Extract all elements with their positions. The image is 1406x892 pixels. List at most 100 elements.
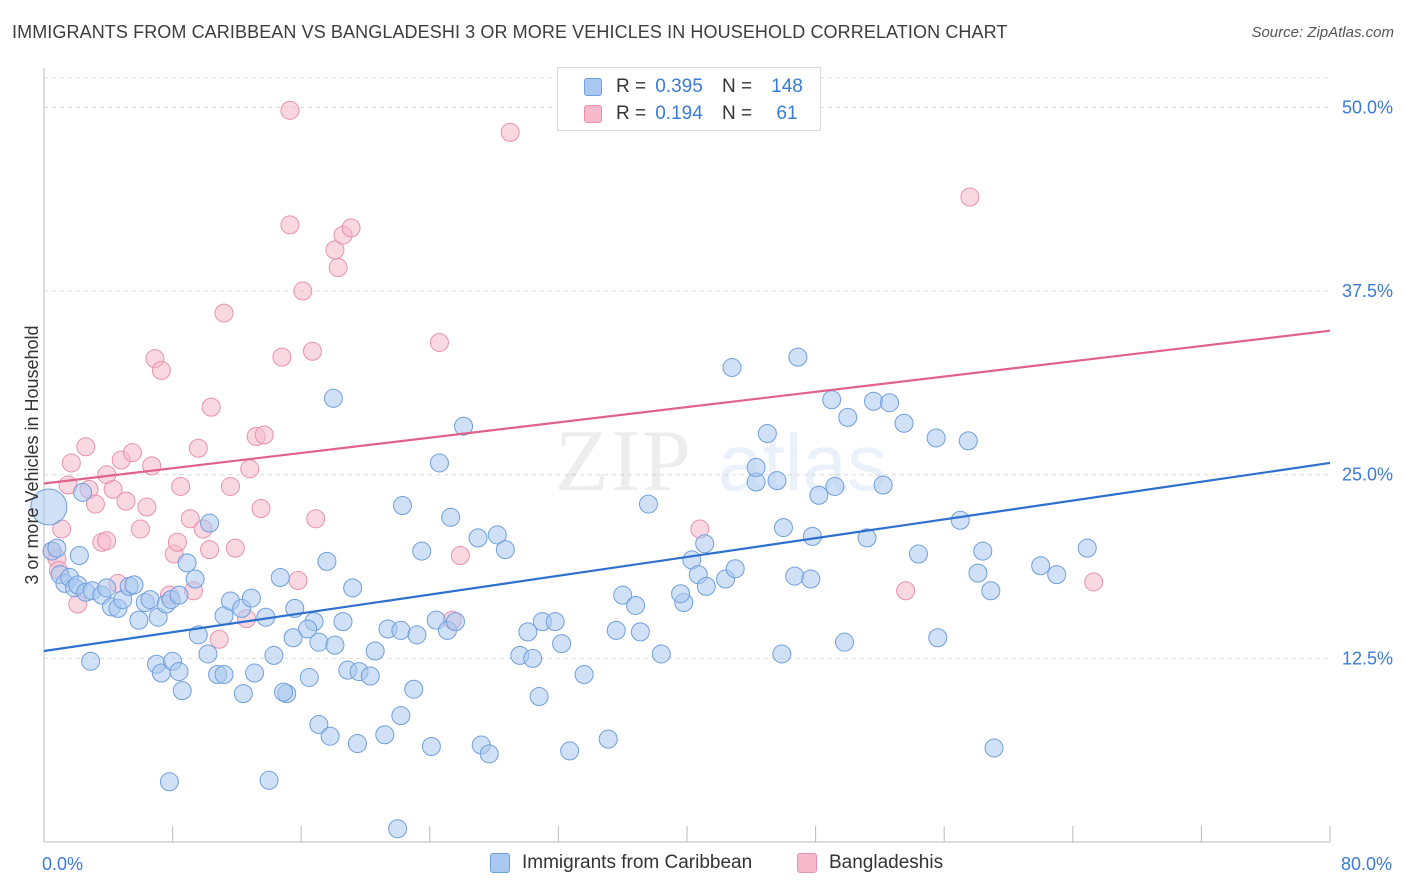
bangladeshi-point: [76, 437, 96, 457]
caribbean-point: [454, 416, 474, 436]
caribbean-point: [140, 590, 160, 610]
tick-labels: 12.5% 25.0% 37.5% 50.0% 0.0% 80.0%: [42, 97, 1393, 874]
caribbean-trend-line: [43, 461, 1331, 653]
caribbean-point: [320, 726, 340, 746]
bangladeshi-trend-line: [43, 329, 1331, 485]
r-value: 0.395: [655, 76, 703, 97]
caribbean-point: [274, 682, 294, 702]
bangladeshi-point: [200, 540, 220, 560]
caribbean-point: [81, 651, 101, 671]
bangladeshi-point: [450, 546, 470, 565]
caribbean-point: [950, 510, 970, 530]
caribbean-point: [880, 393, 900, 413]
caribbean-point: [412, 541, 432, 561]
y-tick-label: 25.0%: [1342, 465, 1393, 485]
caribbean-point: [391, 706, 411, 726]
legend-swatch-blue: [490, 853, 510, 873]
caribbean-point: [825, 476, 845, 496]
bangladeshi-point: [116, 491, 136, 511]
bangladeshi-point: [251, 498, 271, 518]
bangladeshi-point: [180, 509, 200, 529]
stats-row-bangladeshis: R = 0.194 N = 61: [558, 101, 820, 127]
y-axis-label: 3 or more Vehicles in Household: [22, 325, 42, 584]
caribbean-point: [392, 496, 412, 516]
caribbean-point: [365, 641, 385, 661]
caribbean-point: [360, 666, 380, 686]
caribbean-point: [172, 681, 192, 701]
caribbean-point: [245, 663, 265, 683]
watermark-atlas: atlas: [718, 418, 887, 507]
bangladeshi-point: [280, 215, 300, 235]
chart-source: Source: ZipAtlas.com: [1251, 24, 1394, 41]
trend-lines: [43, 329, 1331, 653]
caribbean-point: [695, 534, 715, 554]
bangladeshi-point: [1084, 572, 1104, 592]
caribbean-point: [129, 610, 149, 630]
caribbean-point: [696, 576, 716, 596]
caribbean-point: [309, 632, 329, 652]
caribbean-point: [545, 612, 565, 632]
grid-lines: [44, 77, 1330, 659]
caribbean-point: [407, 625, 427, 645]
caribbean-point: [523, 648, 543, 668]
legend-item-caribbean[interactable]: Immigrants from Caribbean: [490, 852, 752, 874]
axes: [43, 68, 1331, 843]
caribbean-point: [1031, 556, 1051, 576]
stats-swatch-blue: [584, 78, 602, 96]
caribbean-point: [169, 662, 189, 682]
caribbean-point: [671, 584, 691, 604]
bangladeshi-point: [500, 122, 520, 142]
caribbean-point: [552, 634, 572, 654]
caribbean-point: [773, 518, 793, 538]
bangladeshi-point: [254, 425, 274, 445]
caribbean-point: [487, 525, 507, 545]
caribbean-point: [802, 526, 822, 546]
stats-legend: R = 0.395 N = 148 R = 0.194 N = 61: [557, 67, 821, 131]
caribbean-point: [468, 528, 488, 548]
caribbean-point: [283, 628, 303, 648]
bangladeshi-point: [85, 494, 105, 514]
caribbean-point: [822, 390, 842, 410]
caribbean-point: [598, 729, 618, 749]
caribbean-point: [185, 569, 205, 589]
caribbean-point: [441, 507, 461, 527]
bangladeshi-point: [61, 453, 81, 473]
bangladeshi-point: [225, 538, 245, 558]
bangladeshi-point: [137, 497, 157, 517]
caribbean-point: [333, 612, 353, 632]
bangladeshi-point: [302, 341, 322, 361]
caribbean-point: [613, 585, 633, 605]
bottom-legend: Immigrants from Caribbean Bangladeshis: [0, 852, 1406, 878]
n-label: N =: [722, 103, 753, 124]
caribbean-point: [651, 644, 671, 664]
caribbean-point: [928, 628, 948, 648]
legend-label-bangladeshis: Bangladeshis: [829, 852, 944, 873]
caribbean-point: [757, 424, 777, 444]
legend-item-bangladeshis[interactable]: Bangladeshis: [797, 852, 943, 874]
caribbean-point: [259, 770, 279, 790]
caribbean-point: [124, 575, 144, 595]
caribbean-point: [298, 619, 318, 639]
caribbean-point: [630, 622, 650, 642]
caribbean-point: [177, 553, 197, 573]
bangladeshi-point: [280, 100, 300, 120]
caribbean-point: [169, 585, 189, 605]
caribbean-point: [233, 684, 253, 704]
caribbean-point: [270, 568, 290, 588]
caribbean-point: [495, 540, 515, 560]
bangladeshi-point: [429, 332, 449, 352]
caribbean-point: [801, 569, 821, 589]
caribbean-points: [30, 347, 1097, 839]
caribbean-point: [908, 544, 928, 564]
bangladeshi-point: [896, 581, 916, 601]
caribbean-point: [894, 413, 914, 433]
stats-row-caribbean: R = 0.395 N = 148: [558, 74, 820, 100]
x-tick-label: 0.0%: [42, 854, 83, 874]
caribbean-point: [785, 566, 805, 586]
caribbean-point: [926, 428, 946, 448]
caribbean-point: [214, 665, 234, 685]
bangladeshi-point: [188, 438, 208, 458]
bangladeshi-point: [201, 397, 221, 417]
caribbean-point: [574, 665, 594, 685]
bangladeshi-point: [328, 258, 348, 278]
